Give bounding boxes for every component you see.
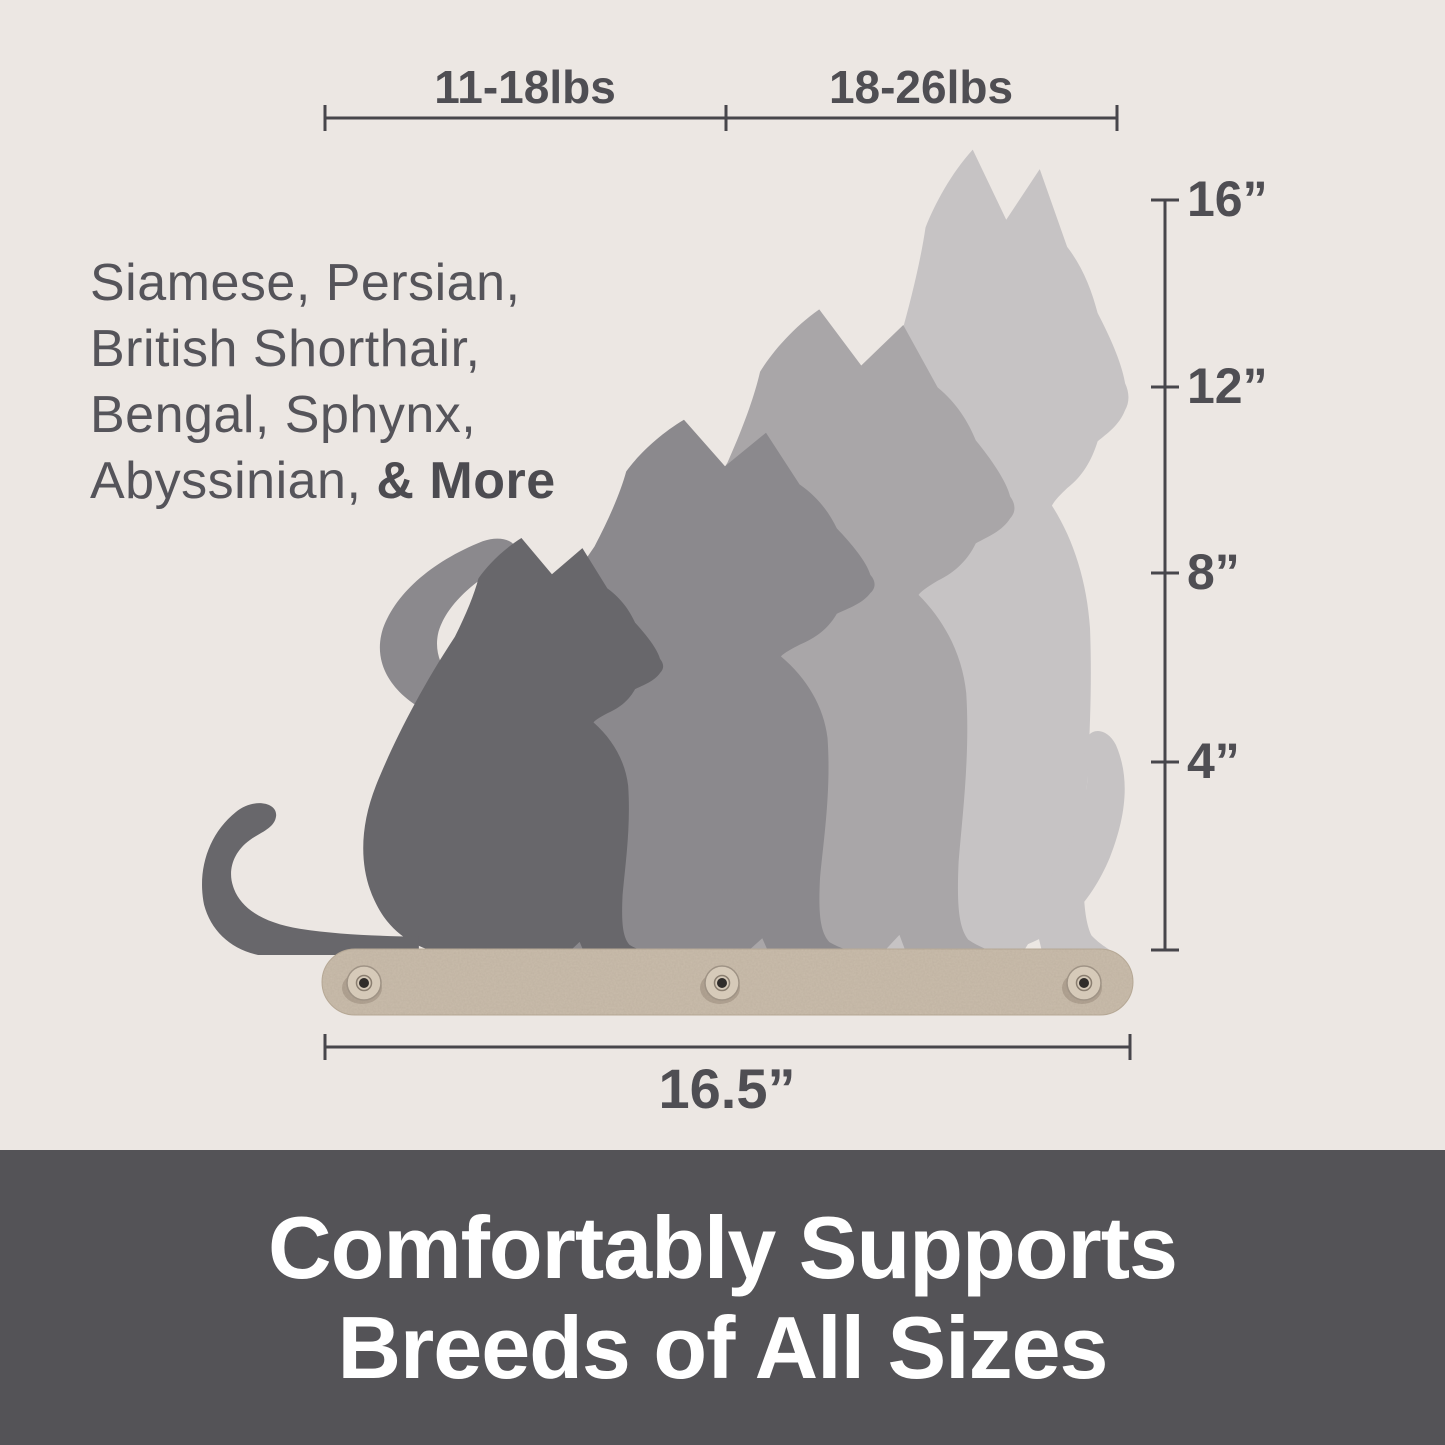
banner-headline-line1: Comfortably Supports xyxy=(268,1198,1178,1298)
breed-line: Abyssinian, & More xyxy=(90,448,556,514)
top-dimension-line xyxy=(323,105,1119,131)
shelf xyxy=(321,948,1134,1016)
shelf-width-label: 16.5” xyxy=(658,1057,796,1120)
cat-silhouettes xyxy=(202,149,1129,956)
ruler-tick-label-16: 16” xyxy=(1187,171,1268,227)
breed-line: Bengal, Sphynx, xyxy=(90,386,477,444)
shelf-screw-center xyxy=(700,965,740,1004)
ruler-tick-label-4: 4” xyxy=(1187,733,1240,789)
cat-tail xyxy=(379,538,516,725)
ruler-tick-label-12: 12” xyxy=(1187,358,1268,414)
weight-range-label-left: 11-18lbs xyxy=(434,61,616,113)
shelf-screw-right xyxy=(1062,965,1102,1004)
breed-line: British Shorthair, xyxy=(90,320,481,378)
weight-range-label-right: 18-26lbs xyxy=(828,61,1014,113)
breed-line-bold: & More xyxy=(376,452,556,510)
breed-line: Siamese, Persian, xyxy=(90,254,521,312)
bottom-banner: Comfortably Supports Breeds of All Sizes xyxy=(0,1150,1445,1445)
breed-line-regular: Abyssinian, xyxy=(90,452,377,510)
dimension-lines xyxy=(323,105,1179,1060)
cat-body xyxy=(363,538,664,955)
bottom-dimension-line xyxy=(323,1034,1132,1060)
cat-silhouette-smallest xyxy=(202,538,664,955)
cat-tail xyxy=(1000,731,1125,952)
banner-headline-line2: Breeds of All Sizes xyxy=(337,1297,1109,1397)
ruler-tick-label-8: 8” xyxy=(1187,544,1240,600)
height-ruler-line xyxy=(1151,198,1179,952)
cat-tail xyxy=(202,803,419,955)
breed-list: Siamese, Persian, British Shorthair, Ben… xyxy=(90,250,556,514)
shelf-screw-left xyxy=(342,965,382,1004)
